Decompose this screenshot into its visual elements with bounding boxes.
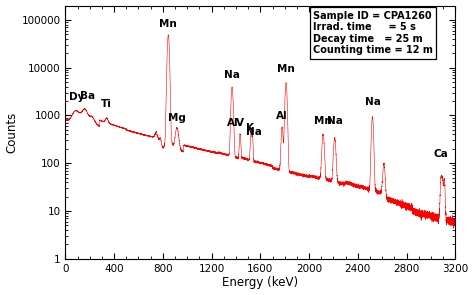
Text: Mg: Mg <box>168 113 186 123</box>
Text: Mn: Mn <box>159 19 177 29</box>
Y-axis label: Counts: Counts <box>6 112 18 153</box>
Text: Na: Na <box>327 116 343 126</box>
X-axis label: Energy (keV): Energy (keV) <box>222 276 298 289</box>
Text: Sample ID = CPA1260
Irrad. time     = 5 s
Decay time   = 25 m
Counting time = 12: Sample ID = CPA1260 Irrad. time = 5 s De… <box>313 11 433 55</box>
Text: Na: Na <box>224 70 240 80</box>
Text: Al: Al <box>276 112 288 122</box>
Text: Mn: Mn <box>277 64 295 74</box>
Text: V: V <box>236 117 244 127</box>
Text: Na: Na <box>365 97 380 107</box>
Text: Ti: Ti <box>101 99 112 109</box>
Text: Ba: Ba <box>80 91 95 101</box>
Text: Al: Al <box>227 117 238 127</box>
Text: Dy: Dy <box>69 92 84 102</box>
Text: Na: Na <box>246 127 262 137</box>
Text: K: K <box>246 124 254 133</box>
Text: Ca: Ca <box>434 150 448 160</box>
Text: Mn: Mn <box>314 116 332 126</box>
